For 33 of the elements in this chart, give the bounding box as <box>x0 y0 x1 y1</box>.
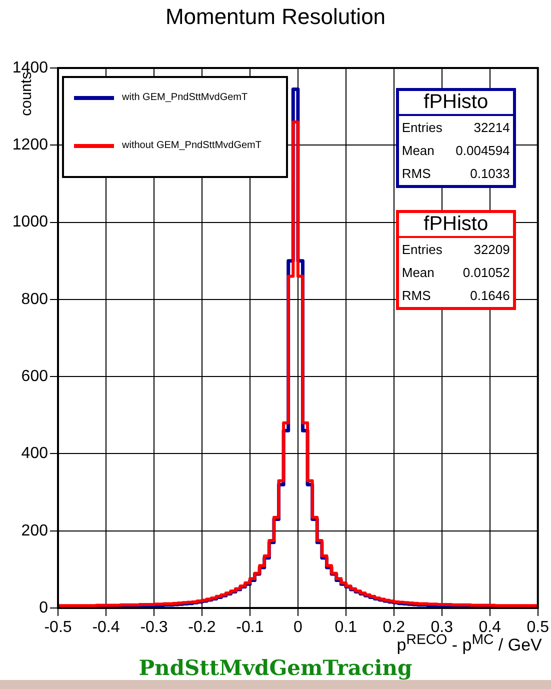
legend-label: with GEM_PndSttMvdGemT <box>122 92 248 103</box>
annotation: Entries <box>402 242 442 257</box>
annotation: 0.1033 <box>470 166 510 181</box>
annotation: Mean <box>402 143 434 158</box>
annotation: fPHisto <box>398 213 513 238</box>
x-tick-label: -0.1 <box>236 619 264 636</box>
annotation: fPHisto <box>398 91 513 116</box>
annotation: 0.004594 <box>456 143 510 158</box>
y-axis-title: counts <box>18 72 35 116</box>
text: PndSttMvdGemTracing <box>138 655 414 680</box>
annotation: 0.1646 <box>470 288 510 303</box>
x-tick-label: -0.3 <box>140 619 168 636</box>
annotation: Mean <box>402 265 434 280</box>
annotation: 0.01052 <box>462 265 510 280</box>
y-tick-label: 800 <box>21 290 48 308</box>
annotation: Entries <box>402 120 442 135</box>
x-tick-label: 0 <box>293 619 302 636</box>
y-tick-label: 200 <box>21 522 48 540</box>
y-tick-label: 1000 <box>12 214 48 231</box>
y-tick-label: 0 <box>39 599 48 616</box>
y-tick-label: 400 <box>21 445 48 462</box>
annotation: 32209 <box>474 242 510 257</box>
annotation: RMS <box>402 166 431 181</box>
x-tick-label: -0.2 <box>188 619 216 636</box>
annotation: RMS <box>402 288 431 303</box>
x-tick-label: -0.4 <box>92 619 120 636</box>
x-tick-label: 0.1 <box>334 619 358 636</box>
annotation: 32214 <box>474 120 510 135</box>
y-tick-label: 600 <box>21 368 48 385</box>
chart-title: Momentum Resolution <box>164 4 387 30</box>
legend-label: without GEM_PndSttMvdGemT <box>122 140 262 151</box>
x-tick-label: -0.5 <box>44 619 72 636</box>
y-tick-label: 1200 <box>12 136 48 154</box>
